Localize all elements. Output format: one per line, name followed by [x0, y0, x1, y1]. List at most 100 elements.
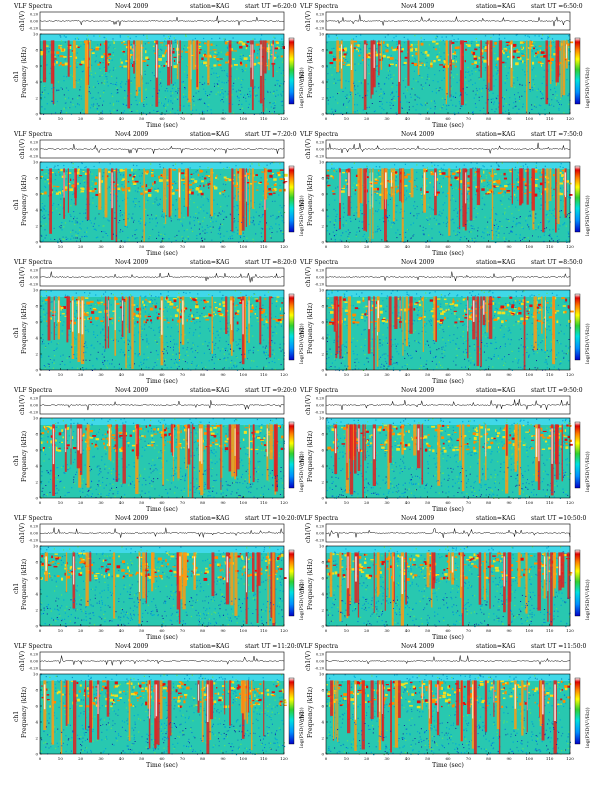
x-axis-label: Time (sec): [432, 250, 464, 257]
spectrogram-speckle: [99, 95, 102, 97]
spectrogram-band-cell: [520, 46, 522, 48]
spectrogram-speckle: [535, 46, 537, 48]
spectrogram-speckle: [338, 92, 340, 94]
spectrogram-speckle: [537, 88, 539, 90]
sferic-core: [250, 44, 252, 68]
spectrogram-speckle: [43, 316, 45, 318]
spectrogram-speckle: [152, 228, 154, 231]
spectrogram-speckle: [559, 103, 560, 105]
spectrogram-speckle: [380, 88, 382, 90]
spectrogram-speckle: [130, 104, 132, 106]
spectrogram-speckle: [134, 198, 136, 200]
spectrogram-speckle: [196, 235, 198, 237]
spectrogram-speckle: [350, 196, 352, 198]
spectrogram-speckle: [396, 84, 398, 86]
spectrogram-speckle: [420, 104, 422, 106]
spectrogram-band-cell: [273, 178, 277, 181]
spectrogram-speckle: [97, 44, 99, 46]
spectrogram-speckle: [569, 51, 571, 53]
spectrogram-speckle: [341, 240, 343, 242]
spectrogram-speckle: [500, 185, 502, 187]
spectrogram-speckle: [501, 162, 503, 164]
spectrogram-speckle: [212, 221, 214, 223]
spectrogram-speckle: [390, 226, 392, 228]
spectrogram-speckle: [497, 73, 499, 76]
spectrogram-speckle: [209, 217, 211, 219]
spectrogram-speckle: [451, 35, 453, 37]
spectrogram-speckle: [222, 183, 224, 185]
spectrogram-speckle: [159, 336, 161, 339]
spectrogram-speckle: [46, 64, 48, 66]
spectrogram-speckle: [413, 215, 415, 217]
spectrogram-speckle: [262, 205, 264, 208]
spectrogram-speckle: [432, 209, 434, 211]
spectrogram-speckle: [366, 48, 368, 50]
spectrogram-speckle: [258, 223, 260, 225]
spectrogram-speckle: [354, 193, 356, 195]
spectrogram-speckle: [201, 83, 203, 85]
spectrogram-band-cell: [388, 64, 391, 67]
spectrogram-speckle: [74, 38, 76, 40]
spectrogram-speckle: [253, 241, 255, 243]
spectrogram-speckle: [388, 78, 390, 80]
spectrogram-speckle: [68, 97, 70, 99]
spectrogram-speckle: [273, 331, 275, 333]
spectrogram-band-cell: [154, 181, 156, 184]
spectrogram-speckle: [264, 79, 266, 81]
spectrogram-speckle: [144, 43, 146, 45]
spectrogram-band-cell: [424, 63, 426, 67]
spectrogram-speckle: [184, 88, 186, 90]
spectrogram-speckle: [275, 332, 278, 334]
spectrogram-speckle: [397, 60, 399, 62]
spectrogram-speckle: [145, 113, 148, 116]
spectrogram-speckle: [213, 199, 215, 201]
spectrogram-speckle: [438, 213, 440, 215]
spectrogram-speckle: [470, 225, 472, 227]
sferic-streak: [228, 40, 232, 113]
spectrogram-speckle: [102, 225, 104, 227]
spectrogram-speckle: [270, 106, 272, 108]
spectrogram-band-cell: [521, 48, 523, 50]
spectrogram-speckle: [548, 103, 550, 105]
spectrogram-speckle: [377, 225, 379, 228]
spectrogram-speckle: [59, 174, 61, 176]
spectrogram-speckle: [421, 198, 423, 201]
spectrogram-band-cell: [225, 61, 228, 64]
spectrogram-speckle: [505, 218, 507, 220]
spectrogram-speckle: [110, 83, 112, 84]
spectrogram-speckle: [443, 222, 445, 224]
spectrogram-speckle: [88, 294, 90, 296]
spectrogram-band-cell: [516, 48, 519, 52]
spectrogram-speckle: [549, 229, 551, 231]
spectrogram-speckle: [455, 92, 457, 94]
x-tick-label: 50: [139, 116, 145, 121]
spectrogram-speckle: [42, 206, 44, 208]
spectrogram-speckle: [346, 180, 348, 182]
spectrogram-speckle: [45, 345, 47, 348]
spectrogram-speckle: [326, 66, 328, 68]
spectrogram-speckle: [182, 225, 184, 227]
spectrogram-speckle: [529, 89, 531, 91]
spectrogram-speckle: [143, 99, 145, 101]
spectrogram-speckle: [368, 177, 370, 179]
spectrogram-band-cell: [540, 193, 542, 195]
spectrogram-speckle: [539, 190, 541, 192]
spectrogram-speckle: [99, 75, 101, 77]
spectrogram-speckle: [528, 183, 530, 185]
spectrogram-speckle: [219, 94, 221, 96]
spectrogram-speckle: [496, 223, 498, 225]
spectrogram-speckle: [279, 228, 281, 230]
spectrogram-speckle: [535, 217, 537, 219]
spectrogram-speckle: [434, 74, 436, 76]
spectrogram-speckle: [488, 234, 490, 236]
spectrogram-speckle: [422, 86, 424, 88]
spectrogram-speckle: [160, 233, 162, 235]
spectrogram-speckle: [110, 199, 112, 201]
spectrogram-speckle: [262, 228, 264, 230]
spectrogram-speckle: [431, 162, 433, 164]
spectrogram-speckle: [567, 215, 570, 217]
spectrogram-speckle: [355, 234, 357, 236]
spectrogram-speckle: [486, 168, 488, 171]
spectrogram-speckle: [495, 66, 497, 68]
spectrogram-speckle: [112, 315, 115, 317]
